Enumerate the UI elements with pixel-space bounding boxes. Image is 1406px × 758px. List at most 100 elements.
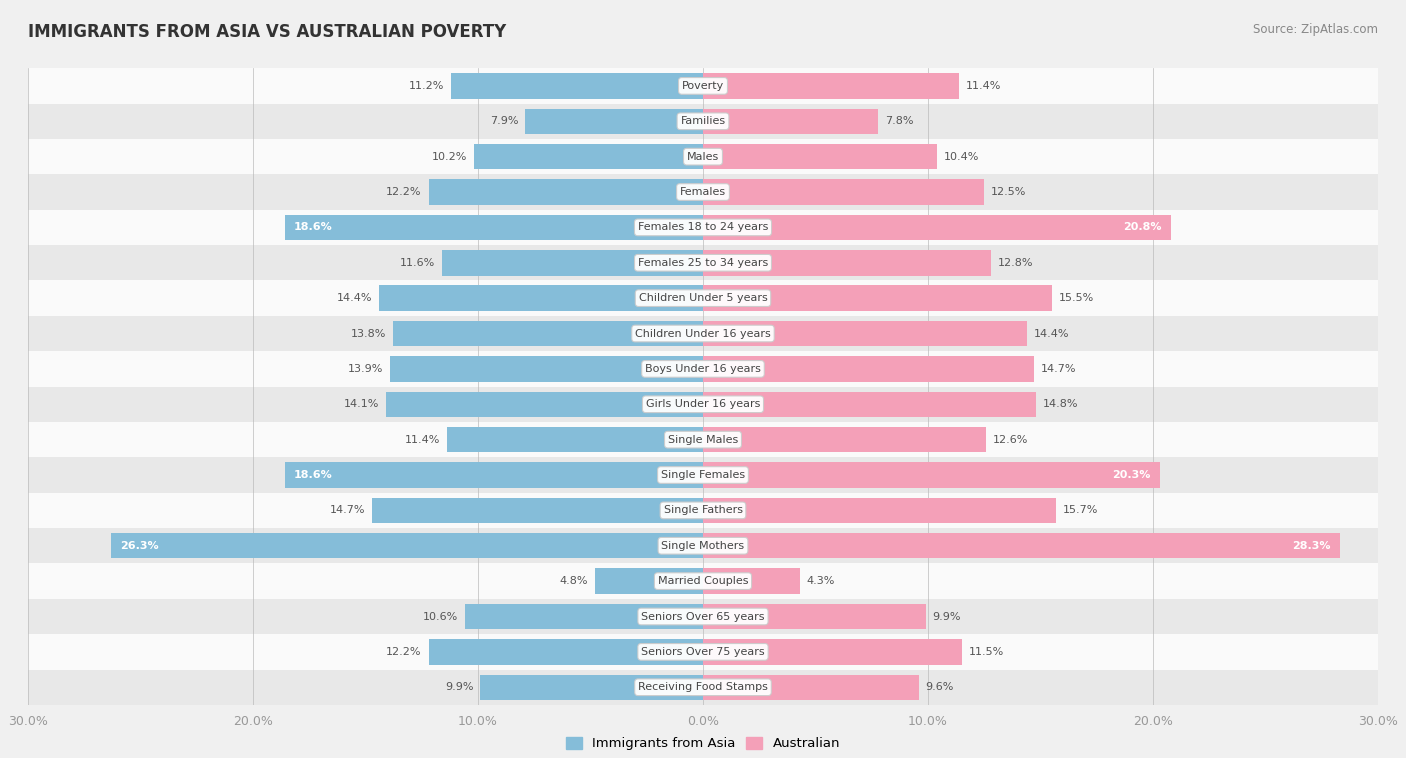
Bar — [380, 286, 703, 311]
Bar — [464, 604, 703, 629]
Bar — [447, 427, 703, 453]
Text: 12.2%: 12.2% — [387, 647, 422, 657]
Bar — [481, 675, 703, 700]
Bar — [28, 316, 1378, 351]
Legend: Immigrants from Asia, Australian: Immigrants from Asia, Australian — [561, 731, 845, 756]
Bar — [28, 422, 1378, 457]
Bar — [703, 250, 991, 275]
Text: 10.6%: 10.6% — [423, 612, 458, 622]
Text: Receiving Food Stamps: Receiving Food Stamps — [638, 682, 768, 692]
Text: 11.2%: 11.2% — [409, 81, 444, 91]
Bar — [28, 599, 1378, 634]
Bar — [441, 250, 703, 275]
Bar — [28, 634, 1378, 669]
Text: 11.4%: 11.4% — [405, 434, 440, 445]
Text: IMMIGRANTS FROM ASIA VS AUSTRALIAN POVERTY: IMMIGRANTS FROM ASIA VS AUSTRALIAN POVER… — [28, 23, 506, 41]
Bar — [703, 392, 1036, 417]
Bar — [28, 280, 1378, 316]
Bar — [28, 457, 1378, 493]
Text: 9.6%: 9.6% — [925, 682, 955, 692]
Bar — [28, 387, 1378, 422]
Text: 11.6%: 11.6% — [401, 258, 436, 268]
Bar — [703, 144, 936, 169]
Text: 20.8%: 20.8% — [1123, 222, 1161, 233]
Text: 11.5%: 11.5% — [969, 647, 1004, 657]
Text: 7.9%: 7.9% — [491, 116, 519, 127]
Text: Girls Under 16 years: Girls Under 16 years — [645, 399, 761, 409]
Text: 9.9%: 9.9% — [932, 612, 960, 622]
Text: 12.6%: 12.6% — [993, 434, 1029, 445]
Bar — [28, 528, 1378, 563]
Bar — [703, 286, 1052, 311]
Text: 18.6%: 18.6% — [294, 470, 332, 480]
Bar — [284, 462, 703, 487]
Text: 11.4%: 11.4% — [966, 81, 1001, 91]
Bar — [703, 498, 1056, 523]
Text: Poverty: Poverty — [682, 81, 724, 91]
Text: 15.5%: 15.5% — [1059, 293, 1094, 303]
Bar — [28, 563, 1378, 599]
Text: Families: Families — [681, 116, 725, 127]
Bar — [28, 139, 1378, 174]
Text: Source: ZipAtlas.com: Source: ZipAtlas.com — [1253, 23, 1378, 36]
Text: Children Under 16 years: Children Under 16 years — [636, 328, 770, 339]
Bar — [28, 493, 1378, 528]
Bar — [595, 568, 703, 594]
Text: Females: Females — [681, 187, 725, 197]
Bar — [703, 462, 1160, 487]
Bar — [28, 104, 1378, 139]
Bar — [28, 174, 1378, 210]
Text: Females 25 to 34 years: Females 25 to 34 years — [638, 258, 768, 268]
Text: 14.4%: 14.4% — [1033, 328, 1069, 339]
Bar — [373, 498, 703, 523]
Text: Seniors Over 75 years: Seniors Over 75 years — [641, 647, 765, 657]
Bar — [391, 356, 703, 381]
Text: Single Fathers: Single Fathers — [664, 506, 742, 515]
Text: 12.8%: 12.8% — [998, 258, 1033, 268]
Bar — [703, 675, 920, 700]
Text: Females 18 to 24 years: Females 18 to 24 years — [638, 222, 768, 233]
Text: 26.3%: 26.3% — [121, 540, 159, 551]
Bar — [284, 215, 703, 240]
Text: 13.9%: 13.9% — [349, 364, 384, 374]
Text: Single Females: Single Females — [661, 470, 745, 480]
Bar — [703, 533, 1340, 559]
Bar — [703, 74, 959, 99]
Text: 7.8%: 7.8% — [886, 116, 914, 127]
Bar — [703, 180, 984, 205]
Bar — [474, 144, 703, 169]
Bar — [703, 356, 1033, 381]
Bar — [703, 108, 879, 134]
Bar — [703, 215, 1171, 240]
Text: Males: Males — [688, 152, 718, 161]
Bar — [111, 533, 703, 559]
Text: 13.8%: 13.8% — [350, 328, 385, 339]
Text: 20.3%: 20.3% — [1112, 470, 1150, 480]
Bar — [703, 568, 800, 594]
Text: 18.6%: 18.6% — [294, 222, 332, 233]
Bar — [392, 321, 703, 346]
Bar — [703, 639, 962, 665]
Text: 4.8%: 4.8% — [560, 576, 588, 586]
Bar — [28, 669, 1378, 705]
Text: 9.9%: 9.9% — [446, 682, 474, 692]
Text: 14.4%: 14.4% — [337, 293, 373, 303]
Bar — [28, 210, 1378, 245]
Bar — [429, 639, 703, 665]
Text: 14.7%: 14.7% — [330, 506, 366, 515]
Text: Children Under 5 years: Children Under 5 years — [638, 293, 768, 303]
Bar — [703, 321, 1026, 346]
Text: 14.1%: 14.1% — [343, 399, 380, 409]
Text: 28.3%: 28.3% — [1292, 540, 1330, 551]
Text: 4.3%: 4.3% — [807, 576, 835, 586]
Bar — [703, 604, 925, 629]
Bar — [703, 427, 987, 453]
Bar — [526, 108, 703, 134]
Text: 10.4%: 10.4% — [943, 152, 979, 161]
Text: 14.8%: 14.8% — [1043, 399, 1078, 409]
Text: 14.7%: 14.7% — [1040, 364, 1076, 374]
Text: 15.7%: 15.7% — [1063, 506, 1098, 515]
Bar — [28, 351, 1378, 387]
Text: Single Mothers: Single Mothers — [661, 540, 745, 551]
Bar — [429, 180, 703, 205]
